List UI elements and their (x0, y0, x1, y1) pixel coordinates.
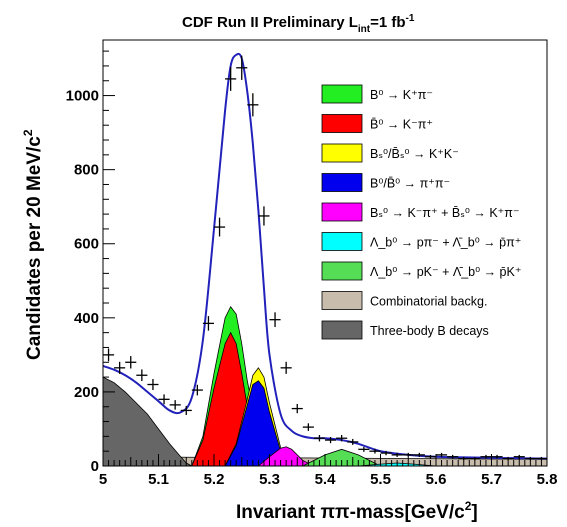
legend-swatch (321, 261, 363, 281)
x-tick-label: 5.6 (426, 471, 447, 488)
data-point (325, 436, 337, 444)
x-tick-label: 5.1 (148, 471, 169, 488)
legend-label: Bₛ⁰ → K⁻π⁺ + B̄ₛ⁰ → K⁺π⁻ (370, 206, 519, 220)
legend-label: Three-body B decays (370, 324, 489, 338)
legend-entry: Λ_b⁰ → pK⁻ + Λ̄_b⁰ → p̄K⁺ (321, 261, 521, 281)
x-tick-label: 5.7 (481, 471, 502, 488)
data-point (103, 348, 115, 362)
legend-entry: B⁰ → K⁺π⁻ (321, 84, 433, 104)
legend-label: Bₛ⁰/B̄ₛ⁰ → K⁺K⁻ (370, 147, 459, 161)
legend-swatch (321, 202, 363, 222)
x-tick-label: 5.2 (204, 471, 225, 488)
legend-entry: Bₛ⁰ → K⁻π⁺ + B̄ₛ⁰ → K⁺π⁻ (321, 202, 519, 222)
x-tick-label: 5.8 (537, 471, 558, 488)
data-point (424, 454, 436, 459)
legend-label: Λ_b⁰ → pπ⁻ + Λ̄_b⁰ → p̄π⁺ (370, 236, 521, 250)
legend-entry: Combinatorial backg. (321, 291, 487, 310)
plot-frame (102, 39, 548, 467)
x-tick-label: 5.4 (315, 471, 337, 488)
data-point (391, 452, 403, 457)
legend-entry: B⁰/B̄⁰ → π⁺π⁻ (321, 173, 450, 192)
x-axis-label: Invariant ππ-mass[GeV/c2] (236, 499, 478, 523)
y-tick-label: 0 (91, 458, 99, 475)
axes: 5 5.1 5.2 5.3 5.4 5.5 5.6 5.7 5.8 0 200 400 600 800 10… (66, 39, 558, 488)
data-point (280, 361, 292, 374)
y-tick-label: 600 (74, 236, 99, 253)
legend-label: B⁰/B̄⁰ → π⁺π⁻ (370, 177, 450, 191)
data-point (258, 206, 270, 226)
data-point (491, 454, 503, 459)
data-point (169, 400, 181, 410)
data-point (225, 66, 237, 91)
legend-swatch (321, 291, 363, 310)
legend-swatch (321, 84, 363, 104)
legend-label: B⁰ → K⁺π⁻ (370, 88, 433, 102)
data-point (358, 446, 370, 452)
legend-swatch (321, 320, 363, 340)
legend-entry: Three-body B decays (321, 320, 489, 340)
legend-label: Λ_b⁰ → pK⁻ + Λ̄_b⁰ → p̄K⁺ (370, 265, 521, 279)
legend-swatch (321, 232, 363, 251)
data-point (524, 456, 536, 461)
legend-swatch (321, 143, 363, 163)
legend-entry: Bₛ⁰/B̄ₛ⁰ → K⁺K⁻ (321, 143, 459, 163)
data-point (125, 356, 137, 369)
area-three-body-b-decays (102, 376, 192, 467)
data-point (247, 93, 259, 117)
data-point (502, 456, 514, 461)
legend-label: B̄⁰ → K⁻π⁺ (370, 118, 433, 132)
data-points (103, 55, 547, 461)
data-point (236, 55, 248, 80)
data-point (269, 312, 281, 328)
y-tick-label: 400 (74, 310, 99, 327)
legend-swatch (321, 114, 363, 133)
data-point (147, 379, 159, 390)
y-tick-label: 200 (74, 384, 99, 401)
y-tick-label: 1000 (66, 88, 99, 105)
data-point (191, 384, 203, 396)
data-point (369, 448, 381, 454)
legend-entry: B̄⁰ → K⁻π⁺ (321, 114, 433, 133)
data-point (469, 456, 481, 461)
legend-entry: Λ_b⁰ → pπ⁻ + Λ̄_b⁰ → p̄π⁺ (321, 232, 521, 251)
data-point (291, 403, 303, 414)
x-tick-label: 5.5 (370, 471, 391, 488)
data-point (336, 435, 348, 442)
y-axis-label: Candidates per 20 MeV/c2 (21, 129, 45, 360)
data-point (114, 361, 126, 374)
data-point (480, 454, 492, 459)
legend-label: Combinatorial backg. (370, 295, 487, 309)
data-point (402, 452, 414, 457)
x-tick-label: 5.3 (259, 471, 280, 488)
data-point (413, 452, 425, 457)
data-point (313, 435, 325, 442)
data-point (214, 217, 226, 237)
data-point (158, 394, 170, 405)
data-point (180, 405, 192, 415)
y-tick-label: 800 (74, 162, 99, 179)
data-point (447, 454, 459, 459)
legend-swatch (321, 173, 363, 192)
data-point (302, 423, 314, 431)
data-point (535, 456, 547, 461)
x-tick-label: 5 (99, 471, 107, 488)
legend: B⁰ → K⁺π⁻ B̄⁰ → K⁻π⁺ Bₛ⁰/B̄ₛ⁰ → K⁺K⁻ B⁰/B̄⁰… (321, 84, 521, 340)
data-point (380, 450, 392, 456)
data-point (436, 452, 448, 457)
chart-title: CDF Run II Preliminary Lint=1 fb-1 (182, 13, 415, 35)
data-point (202, 316, 214, 331)
data-point (136, 369, 148, 382)
data-point (347, 438, 359, 445)
